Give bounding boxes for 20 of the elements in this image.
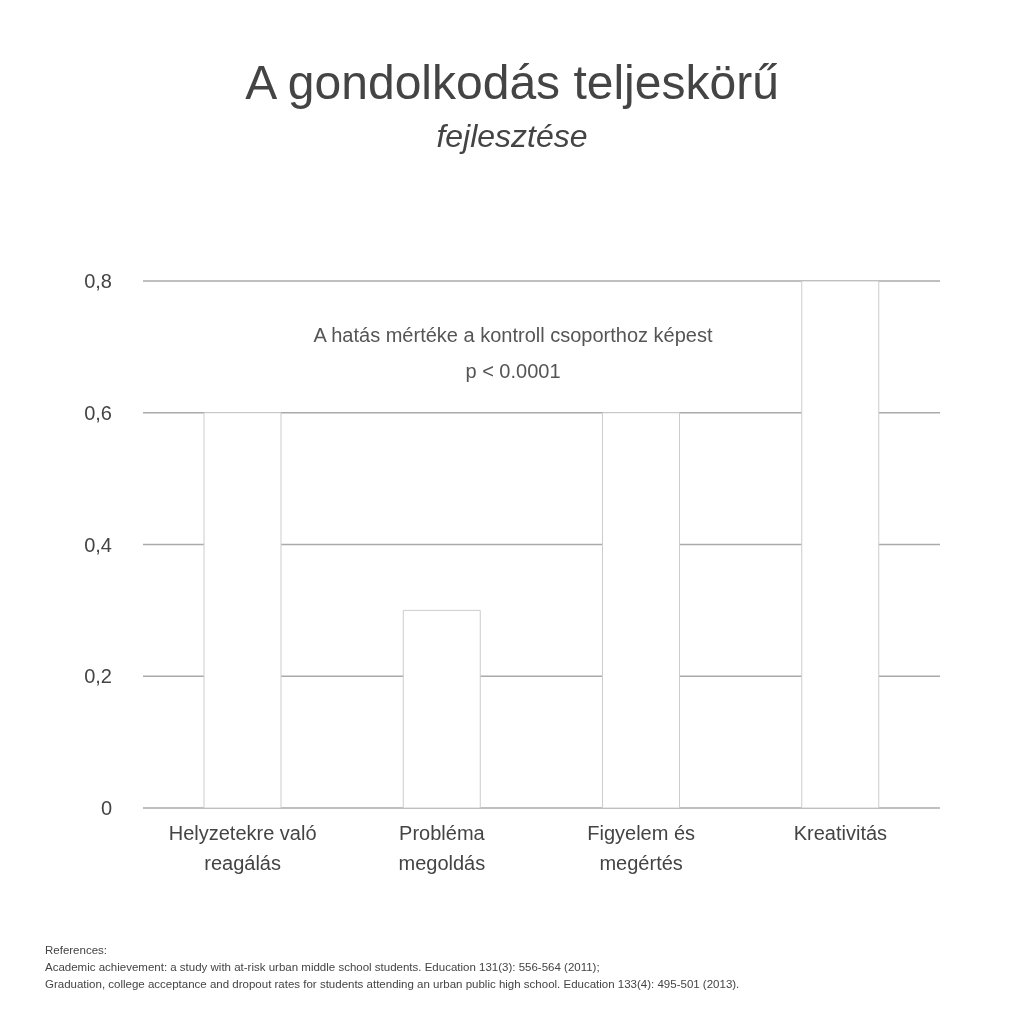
x-tick-label: Helyzetekre való reagálás <box>168 822 317 874</box>
y-tick-label: 0,6 <box>84 401 112 424</box>
text: Graduation, college acceptance and dropout rates for students attending an urban public high school. Education 133(4): 495-501 (2013). <box>45 978 741 990</box>
annotation: A hatás mértéke a kontroll csoporthoz képest <box>312 324 714 347</box>
y-tick-label: 0 <box>100 797 112 820</box>
x-tick-label: Kreativitás <box>793 822 888 844</box>
chart-subtitle: fejlesztése <box>435 118 589 155</box>
x-tick-label: Figyelem és megértés <box>587 822 696 874</box>
text: References: <box>45 944 108 956</box>
chart-title: A gondolkodás teljeskörű <box>244 55 780 110</box>
bar <box>602 412 680 808</box>
text: Academic achievement: a study with at-risk urban middle school students. Education 131(3): 556-564 (2011); <box>45 961 601 973</box>
annotation: p < 0.0001 <box>464 360 562 383</box>
bar <box>402 609 481 808</box>
x-tick-label: Probléma megoldás <box>398 822 486 874</box>
y-tick-label: 0,2 <box>84 665 112 688</box>
y-tick-label: 0,8 <box>84 270 112 293</box>
bar <box>801 281 880 808</box>
y-tick-label: 0,4 <box>84 533 112 556</box>
bar <box>203 412 282 808</box>
